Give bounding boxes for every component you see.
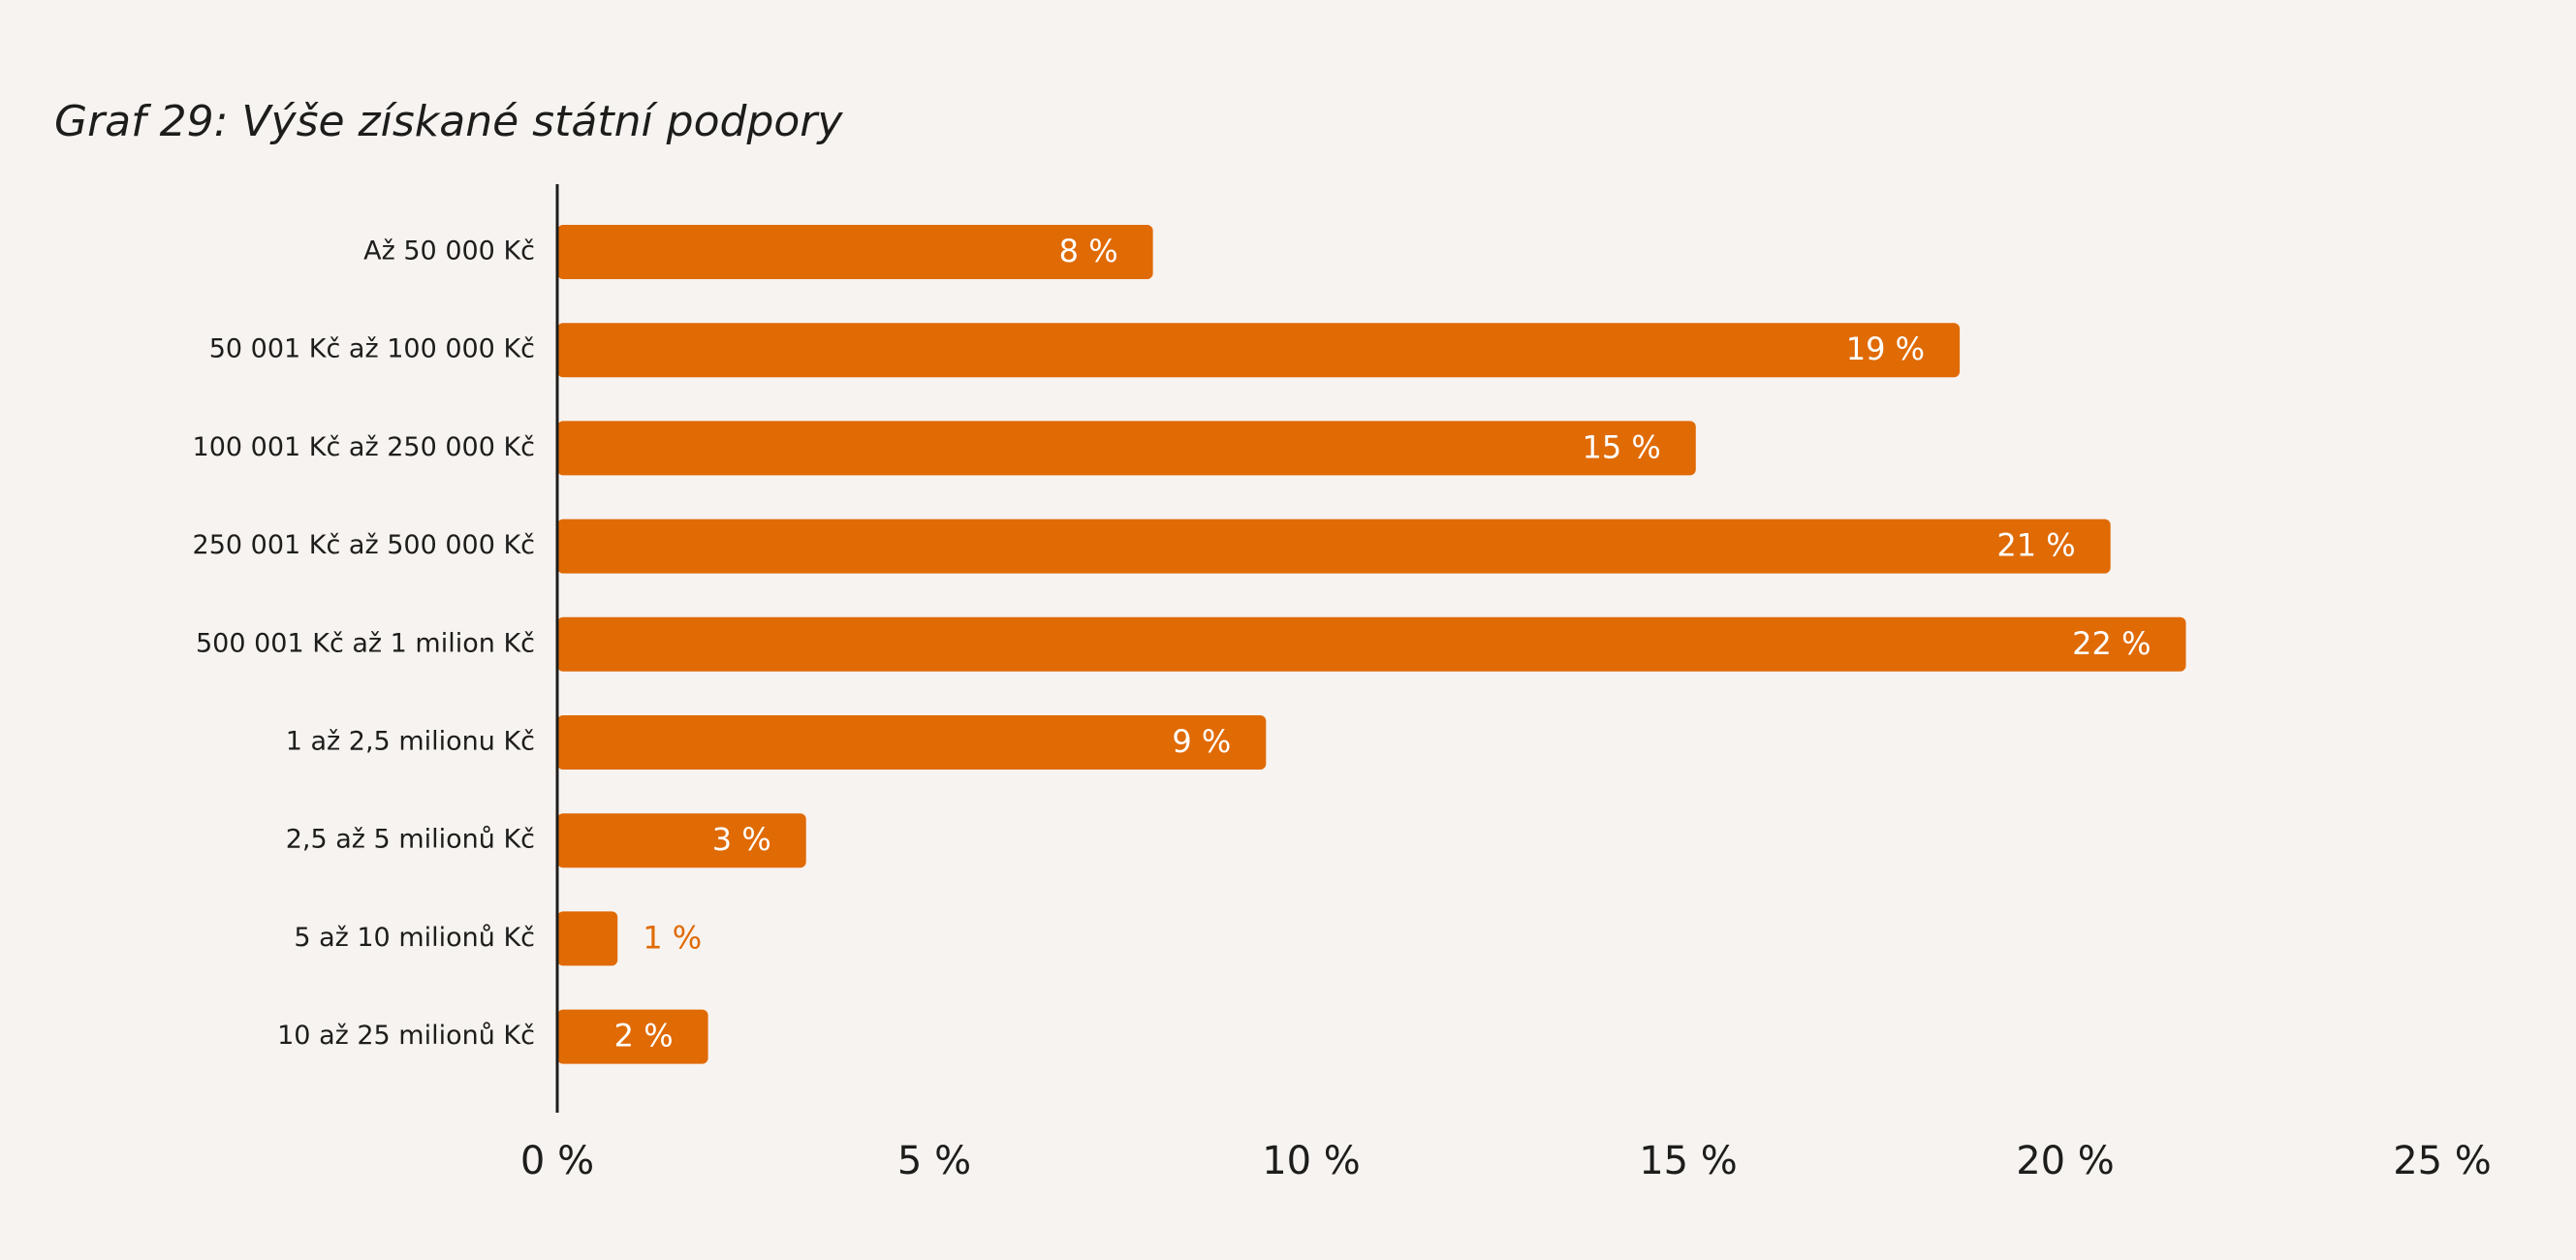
category-label: 50 001 Kč až 100 000 Kč xyxy=(209,334,535,364)
bar xyxy=(557,225,1153,279)
data-label: 21 % xyxy=(1996,527,2075,564)
category-label: 5 až 10 milionů Kč xyxy=(294,923,535,953)
category-label: 10 až 25 milionů Kč xyxy=(277,1021,535,1051)
data-label: 19 % xyxy=(1846,331,1925,367)
x-tick-label: 10 % xyxy=(1262,1139,1361,1183)
bar xyxy=(557,519,2111,574)
category-label: 100 001 Kč až 250 000 Kč xyxy=(193,432,535,462)
x-tick-label: 15 % xyxy=(1639,1139,1738,1183)
x-tick-label: 25 % xyxy=(2393,1139,2492,1183)
data-label: 1 % xyxy=(643,919,702,956)
x-tick-label: 5 % xyxy=(897,1139,971,1183)
bar xyxy=(557,421,1696,476)
bar xyxy=(557,616,2186,672)
bar xyxy=(557,1009,708,1064)
data-label: 22 % xyxy=(2072,625,2151,662)
chart-title: Graf 29: Výše získané státní podpory xyxy=(54,97,843,146)
x-tick-label: 20 % xyxy=(2016,1139,2115,1183)
bar xyxy=(557,911,618,966)
category-label: 500 001 Kč až 1 milion Kč xyxy=(196,628,535,658)
category-label: Až 50 000 Kč xyxy=(363,236,535,267)
bar xyxy=(557,715,1267,770)
bar xyxy=(557,813,806,868)
category-label: 1 až 2,5 milionu Kč xyxy=(286,727,535,757)
category-label: 2,5 až 5 milionů Kč xyxy=(286,825,535,855)
data-label: 8 % xyxy=(1059,233,1118,269)
data-label: 3 % xyxy=(712,821,771,858)
category-label: 250 001 Kč až 500 000 Kč xyxy=(193,530,535,560)
x-tick-label: 0 % xyxy=(520,1139,594,1183)
bar xyxy=(557,323,1961,378)
data-label: 15 % xyxy=(1582,428,1660,465)
data-label: 2 % xyxy=(614,1018,674,1055)
data-label: 9 % xyxy=(1172,723,1231,760)
